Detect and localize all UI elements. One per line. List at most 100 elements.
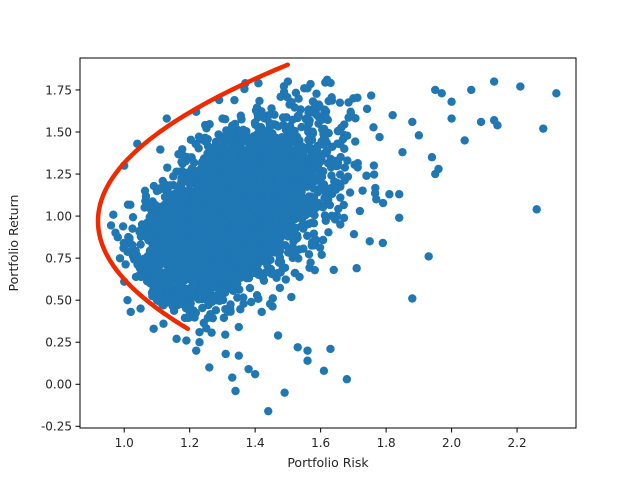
y-tick-label: 0.25	[45, 336, 72, 350]
scatter-point	[365, 237, 374, 246]
scatter-point	[244, 364, 253, 374]
scatter-point	[163, 163, 172, 172]
scatter-point	[151, 248, 160, 257]
scatter-point	[172, 334, 181, 344]
scatter-point	[248, 164, 257, 174]
scatter-point	[259, 244, 268, 253]
scatter-point	[237, 252, 246, 261]
scatter-point	[163, 288, 172, 297]
scatter-point	[293, 233, 302, 242]
scatter-point	[329, 265, 338, 275]
scatter-point	[431, 169, 440, 179]
frontier-line	[95, 62, 290, 332]
scatter-point	[159, 301, 168, 310]
scatter-point	[243, 198, 253, 207]
scatter-point	[211, 137, 221, 147]
scatter-point	[260, 155, 269, 164]
scatter-point	[115, 254, 125, 263]
scatter-point	[221, 190, 230, 200]
scatter-point	[281, 275, 290, 284]
scatter-point	[249, 268, 258, 278]
scatter-point	[352, 264, 361, 273]
scatter-point	[181, 304, 191, 313]
scatter-point	[151, 214, 161, 224]
y-tick-label: -0.25	[41, 420, 72, 434]
scatter-point	[324, 228, 333, 237]
scatter-point	[280, 151, 290, 160]
scatter-point	[216, 254, 225, 263]
scatter-point	[155, 260, 165, 270]
scatter-point	[225, 170, 234, 180]
scatter-point	[280, 388, 289, 397]
scatter-point	[221, 330, 230, 339]
scatter-point	[322, 75, 332, 85]
scatter-point	[188, 253, 197, 262]
scatter-point	[251, 220, 261, 229]
scatter-point	[186, 270, 196, 279]
scatter-point	[304, 119, 314, 128]
scatter-point	[320, 112, 329, 122]
scatter-point	[229, 247, 239, 256]
scatter-point	[214, 197, 223, 206]
scatter-point	[254, 79, 263, 88]
scatter-point	[408, 294, 417, 303]
y-tick-label: 0.75	[45, 251, 72, 265]
scatter-point	[123, 295, 132, 305]
scatter-point	[202, 270, 212, 279]
scatter-point	[192, 346, 201, 355]
scatter-point	[309, 195, 318, 204]
scatter-point	[136, 304, 145, 313]
scatter-point	[263, 261, 272, 270]
scatter-point	[227, 127, 236, 137]
scatter-point	[338, 135, 348, 144]
scatter-point	[236, 129, 246, 138]
scatter-point	[239, 293, 248, 302]
scatter-point	[159, 179, 169, 188]
scatter-point	[263, 180, 272, 190]
scatter-point	[424, 252, 433, 261]
scatter-point	[467, 85, 476, 95]
scatter-point	[234, 351, 243, 360]
scatter-point	[218, 232, 227, 241]
scatter-point	[339, 200, 348, 210]
y-tick-label: 1.00	[45, 209, 72, 223]
scatter-point	[242, 273, 252, 283]
scatter-point	[177, 157, 186, 167]
scatter-point	[106, 221, 116, 230]
scatter-point	[200, 120, 210, 130]
scatter-point	[125, 233, 134, 243]
scatter-point	[268, 269, 277, 279]
scatter-point	[129, 250, 138, 259]
scatter-point	[273, 331, 283, 340]
scatter-point	[247, 297, 256, 307]
scatter-point	[126, 200, 135, 210]
scatter-point	[207, 149, 217, 159]
scatter-point	[277, 223, 287, 232]
scatter-point	[315, 157, 325, 167]
scatter-point	[304, 250, 314, 259]
scatter-point	[157, 229, 166, 238]
scatter-point	[277, 137, 286, 146]
scatter-point	[231, 275, 241, 285]
scatter-point	[325, 200, 335, 210]
scatter-point	[221, 196, 230, 206]
scatter-point	[169, 302, 178, 312]
scatter-point	[302, 199, 312, 208]
scatter-point	[349, 229, 359, 239]
scatter-point	[237, 263, 246, 272]
scatter-point	[447, 97, 456, 106]
scatter-point	[300, 84, 309, 93]
scatter-point	[189, 260, 198, 270]
scatter-point	[318, 125, 327, 134]
scatter-point	[336, 123, 346, 133]
scatter-point	[223, 307, 233, 316]
scatter-point	[346, 107, 355, 117]
scatter-point	[489, 116, 499, 125]
scatter-point	[225, 238, 234, 247]
scatter-point	[256, 175, 265, 185]
scatter-point	[182, 192, 191, 201]
scatter-point	[152, 186, 162, 196]
scatter-point	[250, 118, 260, 127]
scatter-point	[414, 131, 424, 140]
scatter-point	[135, 227, 144, 236]
